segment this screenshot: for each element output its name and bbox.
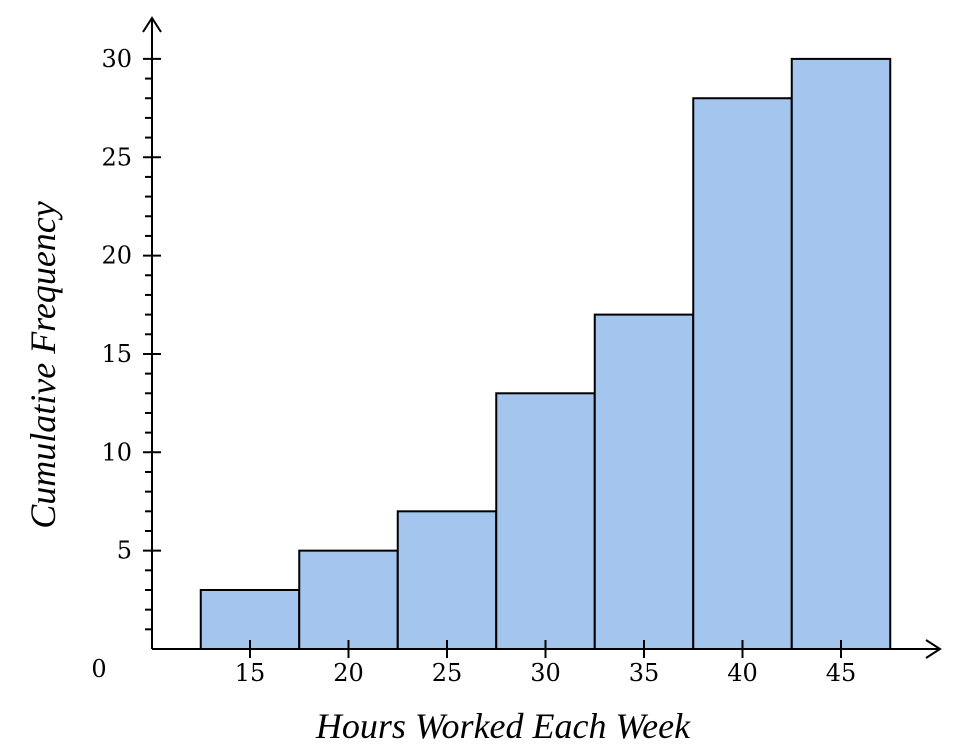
- y-axis-arrowhead: [142, 16, 162, 33]
- y-ticks-group: 5 10 15 20 25 30: [101, 45, 161, 631]
- bar-25: [396, 510, 498, 650]
- bar-35: [593, 313, 695, 650]
- x-tick-label-45: 45: [826, 659, 857, 687]
- x-ticks-group: 15 20 25 30 35 40 45: [235, 640, 857, 687]
- x-tick-label-25: 25: [432, 659, 463, 687]
- bar-40: [692, 97, 793, 651]
- x-tick-label-35: 35: [629, 659, 660, 687]
- bar-30: [495, 392, 596, 651]
- y-tick-label-25: 25: [101, 143, 132, 171]
- bar-15: [199, 588, 301, 650]
- x-axis-arrowhead: [925, 639, 942, 659]
- x-tick-label-20: 20: [333, 659, 364, 687]
- bars-group: [199, 57, 892, 651]
- bar-20: [298, 549, 399, 651]
- x-tick-label-30: 30: [530, 659, 561, 687]
- origin-label: 0: [91, 655, 106, 683]
- y-tick-label-30: 30: [101, 45, 132, 73]
- y-tick-label-10: 10: [101, 438, 132, 466]
- y-axis-title: Cumulative Frequency: [23, 201, 63, 529]
- x-tick-label-15: 15: [235, 659, 266, 687]
- y-tick-label-5: 5: [117, 537, 132, 565]
- x-tick-label-40: 40: [727, 659, 758, 687]
- y-tick-label-20: 20: [101, 242, 132, 270]
- bar-45: [790, 57, 892, 650]
- x-axis-title: Hours Worked Each Week: [315, 706, 691, 746]
- y-tick-label-15: 15: [101, 340, 132, 368]
